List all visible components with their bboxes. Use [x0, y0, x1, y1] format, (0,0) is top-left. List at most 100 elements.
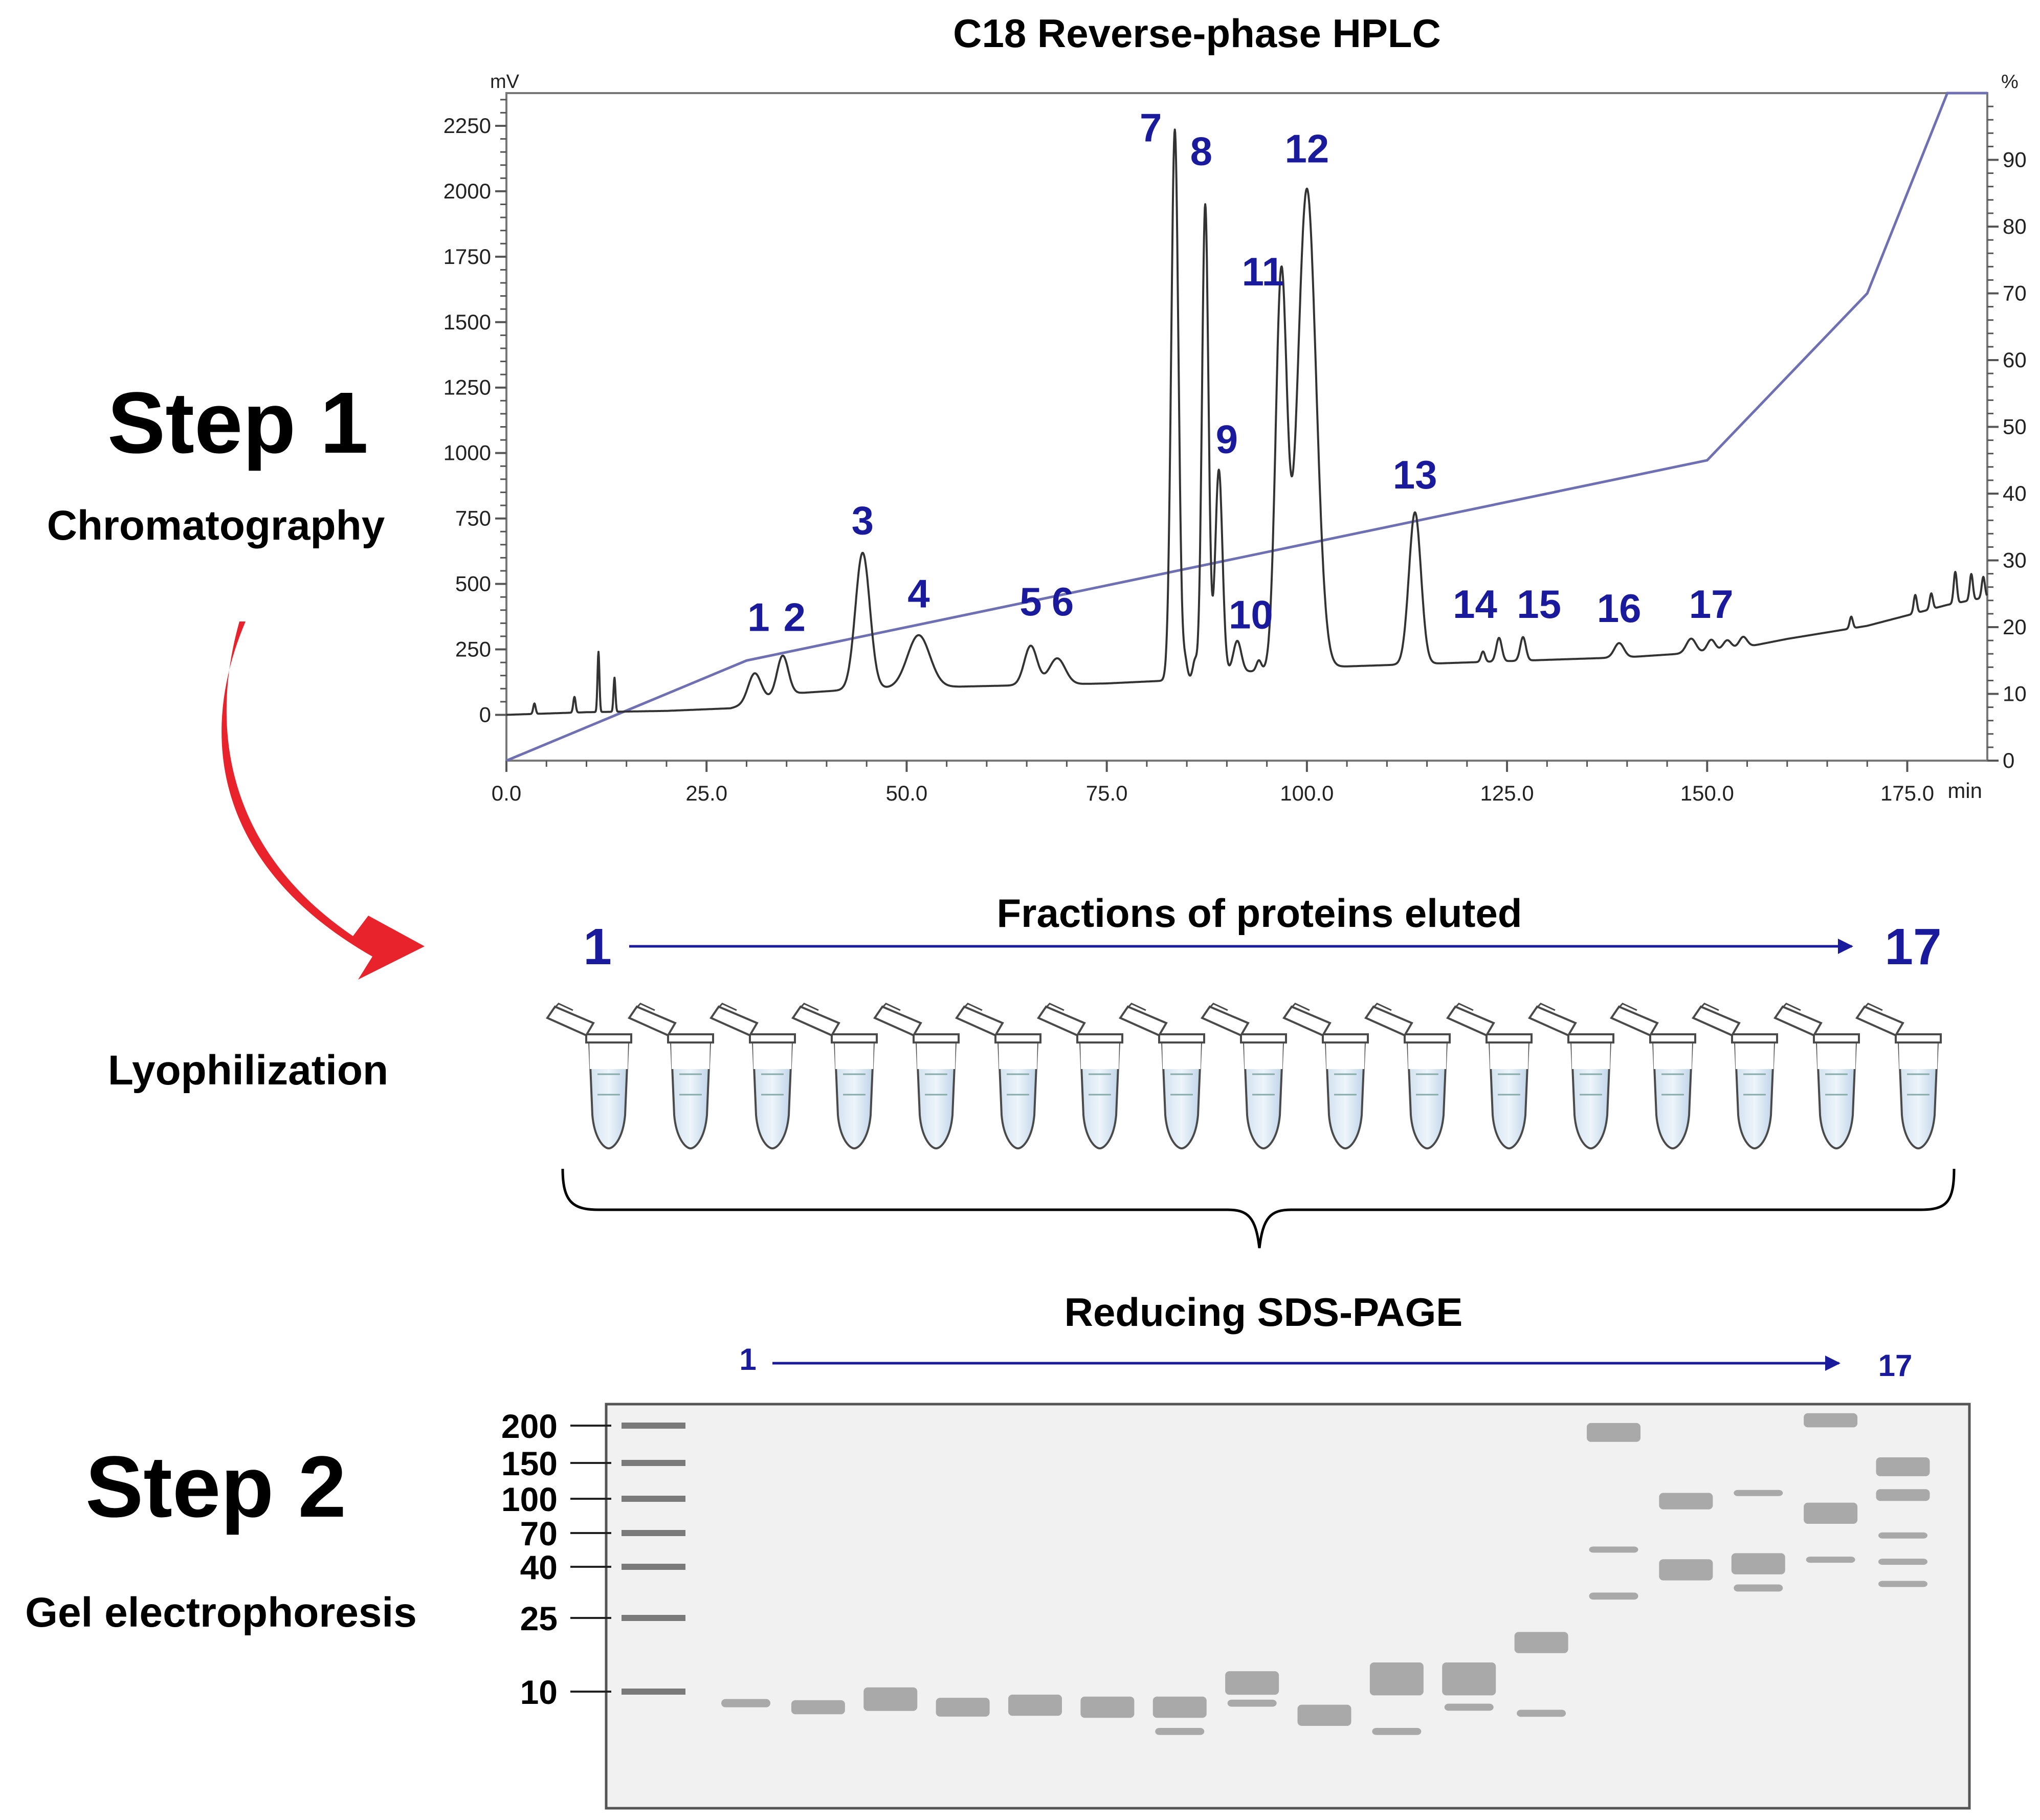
step1-title: Step 1: [107, 374, 368, 472]
band: [1080, 1696, 1135, 1718]
y-left-tick-label: 500: [455, 572, 491, 596]
y-right-tick-label: 70: [2003, 281, 2027, 305]
lane-10: [1369, 1662, 1424, 1735]
band: [1659, 1559, 1713, 1581]
lane-8: [1225, 1671, 1279, 1707]
step1-subtitle: Chromatography: [47, 502, 385, 549]
band: [1155, 1728, 1205, 1735]
marker-label-25: 25: [520, 1600, 558, 1637]
band: [1804, 1502, 1858, 1524]
sds-page-title: Reducing SDS-PAGE: [1065, 1290, 1463, 1335]
gradient-series-line: [506, 92, 1987, 762]
step2-title: Step 2: [85, 1438, 346, 1536]
y-right-tick-label: 0: [2003, 748, 2014, 772]
tube-10: [1282, 1003, 1369, 1150]
band: [1444, 1703, 1494, 1711]
y-left-tick-label: 0: [479, 702, 491, 726]
peak-label-10: 10: [1229, 592, 1273, 637]
x-tick-label: 50.0: [886, 781, 928, 805]
chart-title: C18 Reverse-phase HPLC: [953, 11, 1441, 56]
band: [1369, 1662, 1424, 1696]
tube-13: [1528, 1003, 1614, 1150]
marker-band-100: [622, 1496, 685, 1502]
marker-band-40: [622, 1564, 685, 1570]
x-tick-label: 25.0: [685, 781, 727, 805]
band: [1152, 1696, 1207, 1718]
marker-label-200: 200: [501, 1407, 558, 1445]
tube-5: [873, 1003, 960, 1150]
band: [1878, 1581, 1927, 1587]
peak-label-9: 9: [1216, 417, 1238, 462]
fraction-tubes: [546, 1003, 1942, 1150]
band: [1517, 1710, 1566, 1717]
sds-start-label: 1: [739, 1342, 756, 1377]
x-tick-label: 150.0: [1680, 781, 1734, 805]
y-axis-right-ticks: 0 10 20 30 40 50 60 70 80 90: [1987, 105, 2027, 772]
plot-frame: [505, 92, 1988, 762]
tube-16: [1773, 1003, 1860, 1150]
y-left-tick-label: 750: [455, 506, 491, 530]
band: [1514, 1632, 1568, 1653]
gel: [605, 1403, 1971, 1810]
peak-label-1: 1: [747, 595, 769, 640]
tube-2: [628, 1003, 714, 1150]
tube-6: [955, 1003, 1041, 1150]
marker-label-40: 40: [520, 1548, 558, 1586]
band: [1876, 1489, 1930, 1501]
lane-9: [1297, 1704, 1351, 1726]
peak-label-13: 13: [1393, 452, 1437, 497]
tube-8: [1119, 1003, 1205, 1150]
step2-subtitle: Gel electrophoresis: [25, 1589, 417, 1636]
lane-6: [1080, 1696, 1135, 1718]
tube-17: [1855, 1003, 1942, 1150]
gel-lanes: [721, 1413, 1930, 1735]
tube-1: [546, 1003, 632, 1150]
y-axis-left-ticks: 0 250 500 750 1000 1250 1500 1750 2000 2250: [444, 99, 506, 726]
band: [1734, 1490, 1783, 1496]
marker-label-100: 100: [501, 1480, 558, 1518]
tube-4: [791, 1003, 878, 1150]
tube-12: [1446, 1003, 1533, 1150]
y-left-tick-label: 2000: [444, 179, 491, 203]
marker-band-10: [622, 1689, 685, 1695]
peak-label-5: 5: [1019, 579, 1041, 624]
band: [1589, 1546, 1638, 1553]
band: [1734, 1584, 1783, 1592]
x-tick-label: 100.0: [1280, 781, 1334, 805]
tube-7: [1037, 1003, 1123, 1150]
marker-band-70: [622, 1530, 685, 1536]
tube-14: [1610, 1003, 1696, 1150]
marker-band-25: [622, 1615, 685, 1621]
peak-label-8: 8: [1190, 129, 1212, 174]
y-right-tick-label: 90: [2003, 148, 2027, 172]
y-left-tick-label: 2250: [444, 114, 491, 138]
tube-11: [1364, 1003, 1451, 1150]
fractions-start-label: 1: [583, 918, 612, 975]
lane-11: [1442, 1662, 1496, 1711]
x-tick-label: 175.0: [1880, 781, 1934, 805]
band: [1589, 1592, 1638, 1600]
band: [1372, 1728, 1422, 1735]
y-left-tick-label: 1500: [444, 310, 491, 334]
y-left-tick-label: 250: [455, 637, 491, 661]
lane-13: [1587, 1423, 1640, 1600]
x-tick-label: 125.0: [1480, 781, 1534, 805]
tube-15: [1692, 1003, 1778, 1150]
peak-label-3: 3: [852, 498, 874, 543]
lane-5: [1008, 1694, 1062, 1716]
band: [863, 1687, 918, 1711]
band: [1878, 1559, 1927, 1565]
lane-3: [863, 1687, 918, 1711]
fractions-end-label: 17: [1884, 918, 1941, 975]
band: [1878, 1532, 1927, 1539]
lane-16: [1804, 1413, 1858, 1563]
peak-label-12: 12: [1284, 126, 1329, 171]
lane-7: [1152, 1696, 1207, 1735]
peak-label-4: 4: [907, 571, 929, 616]
x-unit: min: [1947, 779, 1982, 803]
y-unit-left: mV: [490, 71, 520, 93]
lane-15: [1731, 1490, 1785, 1592]
